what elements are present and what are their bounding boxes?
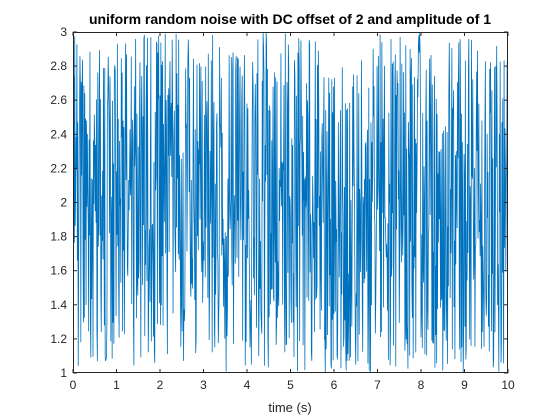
x-tick-label: 10 (501, 378, 515, 392)
x-axis-label: time (s) (268, 400, 311, 415)
chart-title: uniform random noise with DC offset of 2… (89, 11, 491, 27)
x-tick-label: 2 (157, 378, 164, 392)
x-tick-label: 1 (113, 378, 120, 392)
y-tick-label: 1.2 (50, 332, 67, 346)
y-tick-label: 1.8 (50, 230, 67, 244)
y-tick-label: 1.4 (50, 298, 67, 312)
x-tick-label: 9 (461, 378, 468, 392)
x-tick-label: 4 (244, 378, 251, 392)
x-tick-label: 5 (287, 378, 294, 392)
x-tick-label: 0 (70, 378, 77, 392)
x-tick-label: 8 (418, 378, 425, 392)
y-tick-label: 1 (60, 366, 67, 380)
y-tick-label: 2.4 (50, 127, 67, 141)
y-tick-label: 2.2 (50, 161, 67, 175)
line-layer (73, 32, 508, 373)
y-tick-label: 2.8 (50, 59, 67, 73)
y-tick-label: 2 (60, 196, 67, 210)
series-line (73, 32, 508, 373)
x-tick-label: 7 (374, 378, 381, 392)
y-tick-label: 3 (60, 25, 67, 39)
x-tick-label: 3 (200, 378, 207, 392)
y-tick-label: 1.6 (50, 264, 67, 278)
y-tick-label: 2.6 (50, 93, 67, 107)
x-tick-label: 6 (331, 378, 338, 392)
